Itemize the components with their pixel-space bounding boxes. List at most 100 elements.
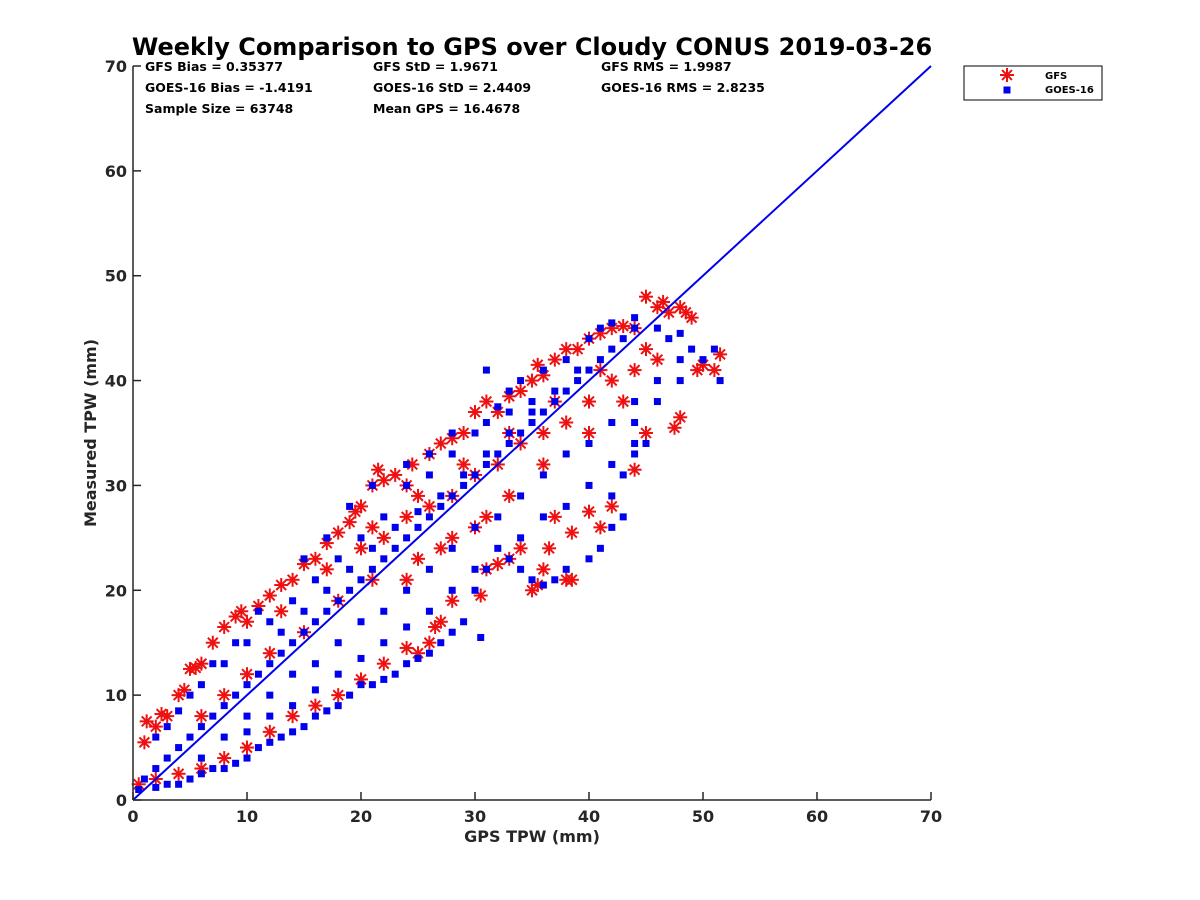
goes-16-point [368,544,376,552]
goes-16-point [220,660,228,668]
goes-16-point [232,759,240,767]
goes-16-point [619,513,627,521]
goes-16-point [289,597,297,605]
goes-16-point [380,675,388,683]
gfs-point [411,551,425,566]
goes-16-point [403,460,411,468]
stats-annotations: GFS Bias = 0.35377 GFS StD = 1.9671 GFS … [145,59,765,116]
goes-16-point [460,471,468,479]
goes-16-point [311,576,319,584]
goes-16-point [482,366,490,374]
gfs-point [564,572,579,587]
gfs-point [137,735,152,750]
gfs-point [604,373,619,388]
legend-gfs-label: GFS [1045,71,1067,82]
goes-16-point [608,319,616,327]
gfs-point [240,667,254,682]
goes-16-point [596,324,604,332]
goes-16-point [403,660,411,668]
x-tick-label: 0 [127,807,138,826]
x-tick-label: 20 [350,807,372,826]
gfs-point [194,709,209,724]
goes-16-point [357,576,365,584]
gfs-point [650,352,665,367]
goes-16-point [539,581,547,589]
goes-16-point [391,523,399,531]
goes-16-point [425,513,433,521]
gfs-point [331,525,346,540]
gfs-point [217,751,232,766]
y-tick-label: 20 [105,581,127,600]
gfs-point [530,357,545,372]
legend-goes-marker [1003,86,1011,94]
goes-16-point [631,398,639,406]
goes-16-point [448,492,456,500]
x-tick-label: 10 [236,807,258,826]
stat-sample-size: Sample Size = 63748 [145,101,293,116]
gfs-point [445,530,460,545]
goes-16-point [266,691,274,699]
goes-16-point [699,356,707,364]
goes-16-point [277,649,285,657]
gfs-point [707,363,722,378]
goes-16-point [608,345,616,353]
gfs-point [667,420,682,435]
goes-16-point [562,387,570,395]
y-tick-label: 10 [105,686,127,705]
gfs-point [262,724,277,739]
goes-16-point [289,639,297,647]
goes-16-point [368,681,376,689]
goes-16-point [163,754,171,762]
gfs-point [365,520,380,535]
gfs-point [673,300,688,315]
goes-16-point [175,744,183,752]
goes-16-point [437,639,445,647]
one-to-one-line [132,65,932,801]
goes-16-point [631,314,639,322]
gfs-point [331,688,346,703]
goes-16-point [414,508,422,516]
goes-16-point [346,586,354,594]
gfs-point [422,635,437,650]
goes-16-point [323,707,331,715]
goes-16-point [334,702,342,710]
goes-16-point [448,450,456,458]
gfs-point [217,688,232,703]
gfs-point [445,593,460,608]
goes-16-point [585,481,593,489]
goes-16-point [300,607,308,615]
goes-16-point [186,733,194,741]
legend-box [963,65,1103,101]
gfs-point [525,373,539,388]
x-tick-label: 50 [692,807,714,826]
goes-16-point [528,576,536,584]
goes-16-point [642,439,650,447]
gfs-point [399,640,414,655]
goes-16-point [562,565,570,573]
goes-16-point [562,356,570,364]
goes-16-point [471,523,479,531]
goes-16-point [197,770,205,778]
goes-16-point [676,377,684,385]
gfs-point [604,499,619,514]
gfs-point [564,525,579,540]
stat-mean-gps: Mean GPS = 16.4678 [373,101,520,116]
stat-gfs-rms: GFS RMS = 1.9987 [601,59,732,74]
gfs-point [376,656,391,671]
legend-goes-label: GOES-16 [1045,85,1094,96]
goes-16-point [505,429,513,437]
goes-16-point [334,555,342,563]
x-tick-label: 70 [920,807,942,826]
goes-16-point [140,775,148,783]
goes-16-point [323,534,331,542]
goes-16-point [300,555,308,563]
goes-16-point [585,366,593,374]
goes-16-point [135,786,143,794]
goes-16-point [471,471,479,479]
goes-16-point [391,544,399,552]
goes-16-point [346,691,354,699]
x-tick-label: 60 [806,807,828,826]
goes-16-point [380,607,388,615]
gfs-point [354,541,368,556]
goes-16-point [266,618,274,626]
